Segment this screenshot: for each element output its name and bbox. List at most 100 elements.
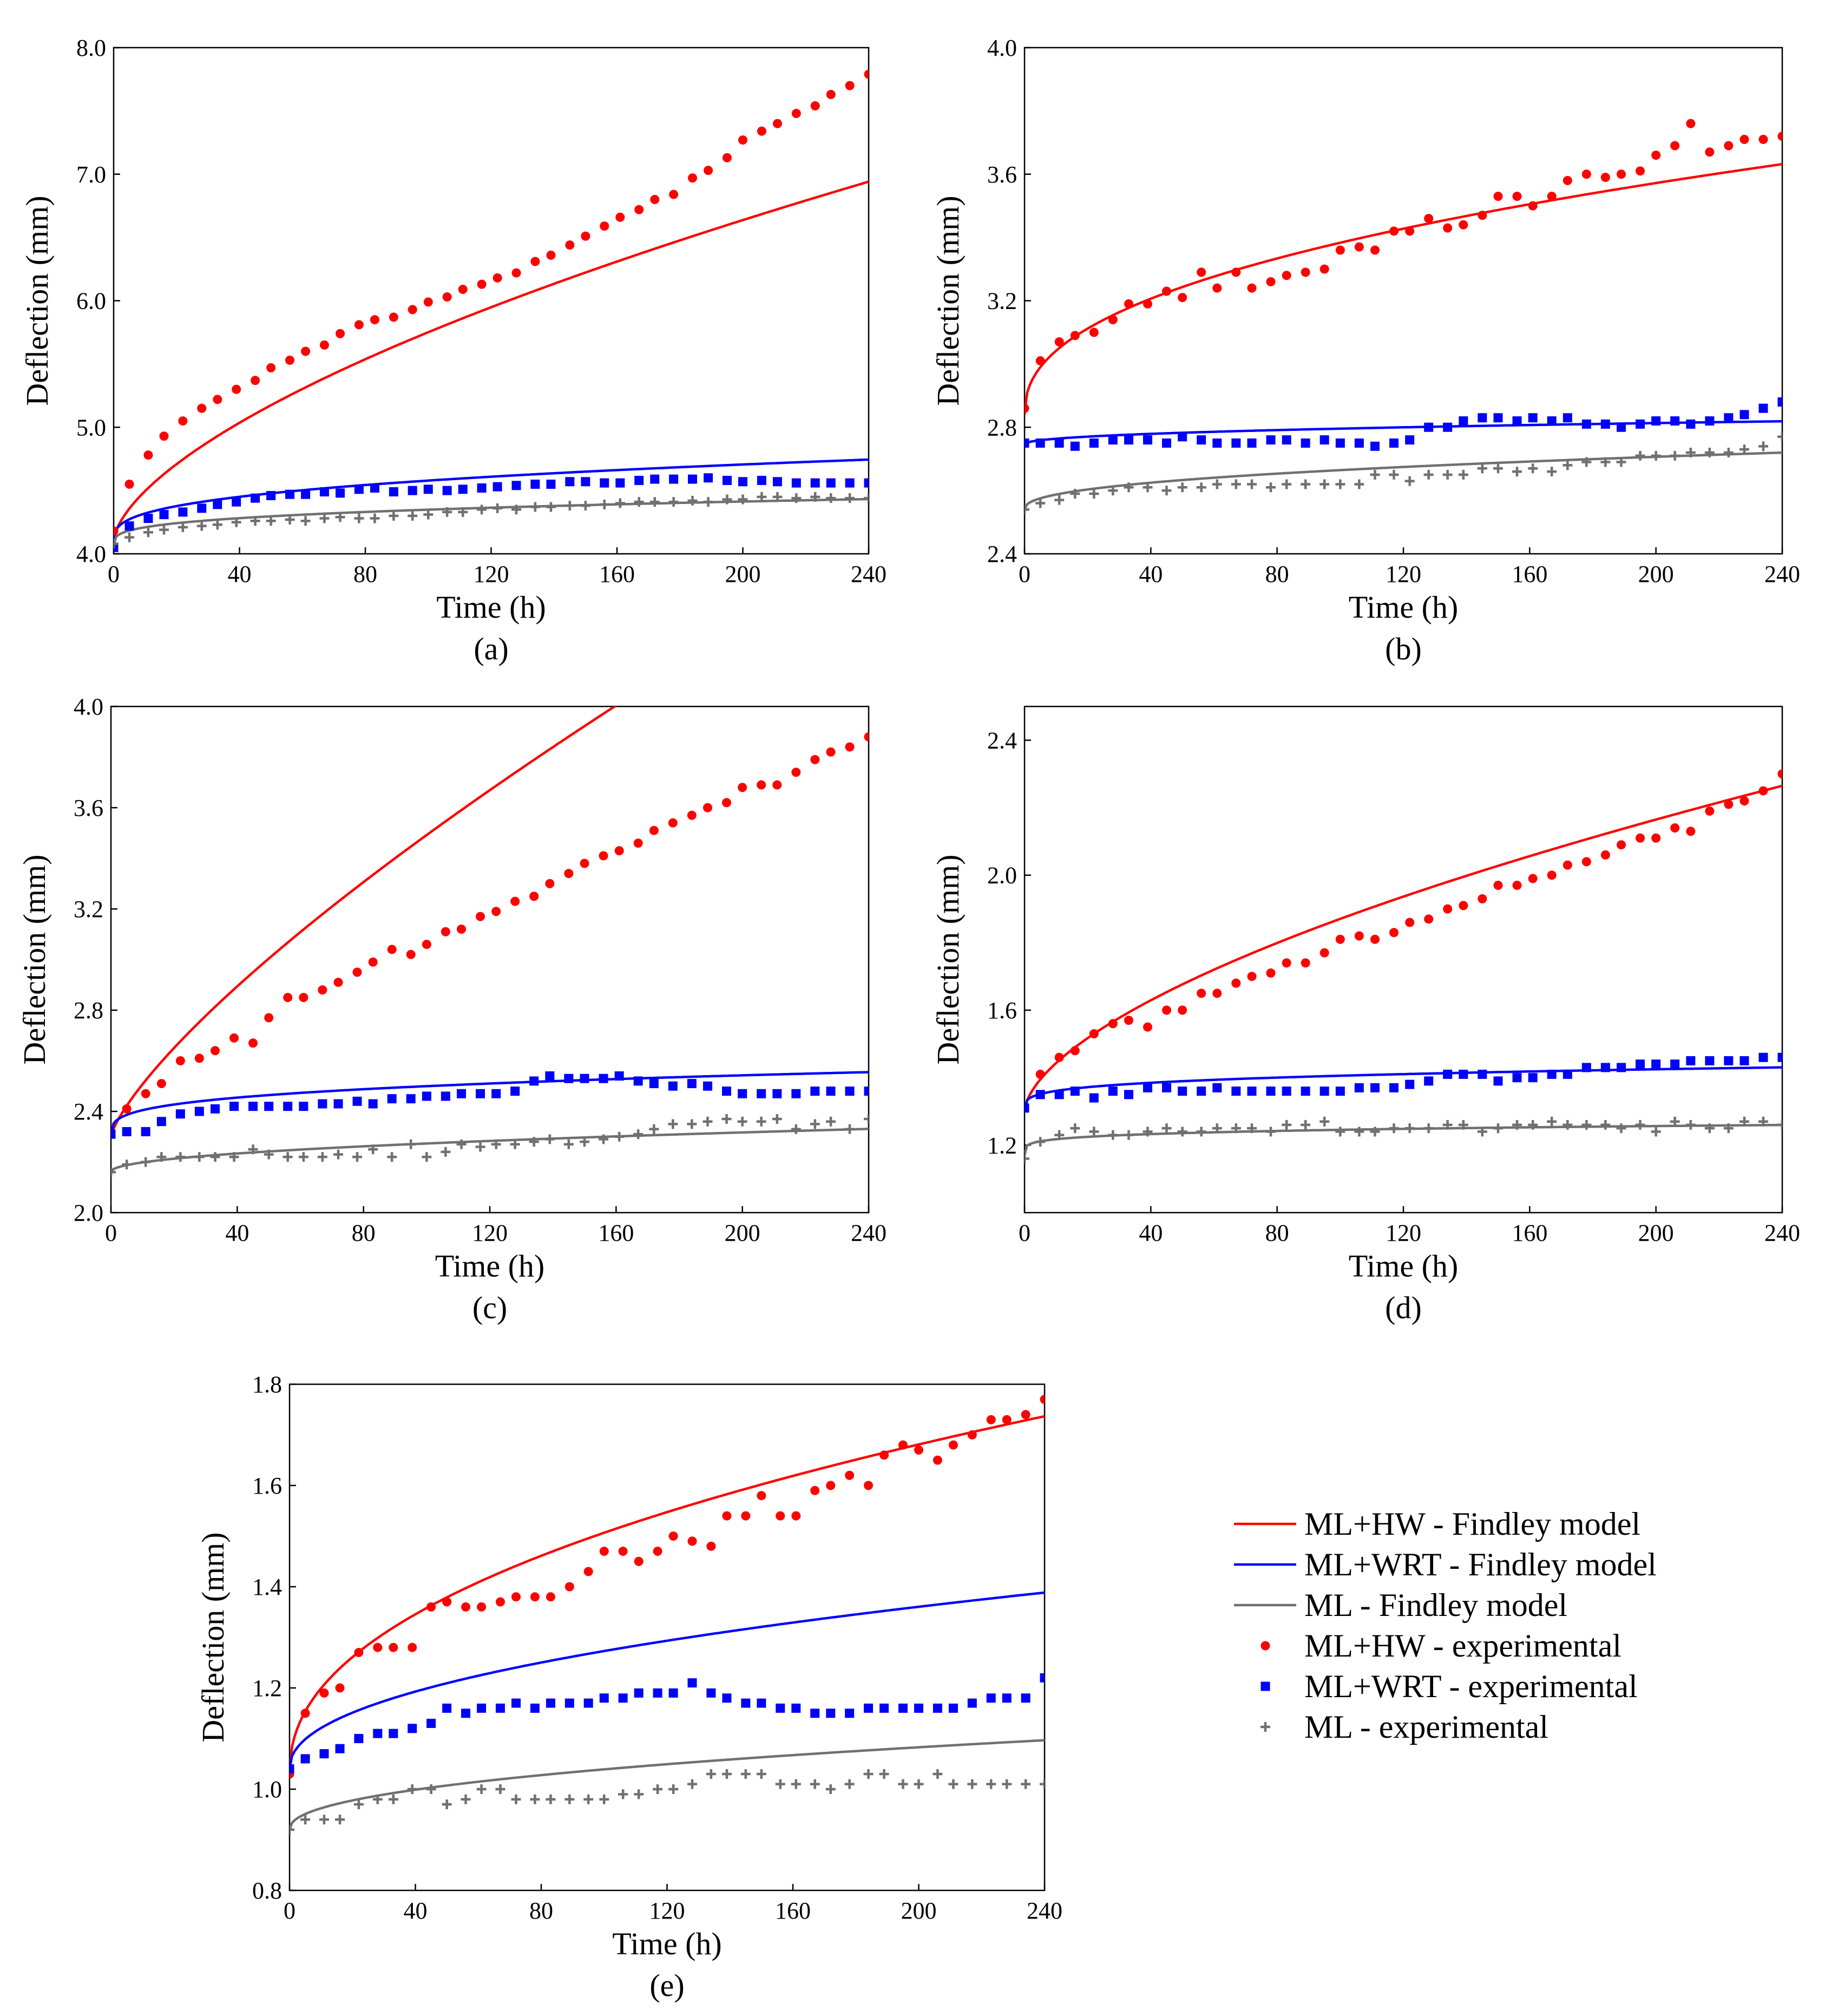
data-point-ml-hw (141, 1089, 150, 1098)
plot-frame (1023, 47, 1783, 555)
y-tick-label: 2.4 (74, 1098, 103, 1125)
data-point-ml-wrt (1651, 416, 1661, 426)
data-point-ml-hw (1493, 880, 1503, 890)
panel-label: (e) (649, 1968, 684, 2003)
data-point-ml (687, 1119, 697, 1129)
data-point-ml-wrt (1758, 403, 1768, 413)
data-point-ml-hw (1493, 192, 1503, 201)
data-point-ml-hw (1124, 1016, 1133, 1025)
data-point-ml (1493, 1123, 1503, 1134)
x-tick-label: 240 (1764, 1220, 1800, 1246)
data-point-ml-wrt (600, 478, 609, 488)
data-point-ml-hw (285, 355, 294, 365)
data-point-ml-hw (1021, 1410, 1030, 1419)
data-point-ml (1212, 479, 1222, 489)
y-tick-label: 2.0 (74, 1200, 103, 1226)
data-point-ml-hw (1035, 1069, 1045, 1079)
data-point-ml-hw (248, 1038, 258, 1048)
data-point-ml-wrt (1528, 413, 1538, 423)
data-point-ml-wrt (493, 482, 502, 492)
data-point-ml-wrt (1739, 410, 1749, 420)
data-point-ml-hw (772, 780, 782, 790)
data-point-ml-wrt (864, 478, 869, 488)
data-point-ml (791, 493, 802, 503)
legend-item: ML+HW - Findley model (1234, 1506, 1640, 1542)
data-point-ml (1723, 1123, 1734, 1134)
data-point-ml-hw (791, 768, 801, 777)
legend-label: ML+HW - Findley model (1304, 1506, 1640, 1542)
data-point-ml-hw (1054, 1052, 1064, 1062)
data-point-ml (111, 1167, 116, 1177)
data-point-ml (1777, 431, 1782, 442)
data-point-ml-hw (649, 826, 659, 835)
data-point-ml-hw (1389, 928, 1399, 938)
data-point-ml (290, 1824, 294, 1835)
data-point-ml (1177, 482, 1187, 493)
legend-item: ML+WRT - Findley model (1234, 1547, 1657, 1582)
data-point-ml (614, 1131, 625, 1142)
data-point-ml (1247, 1123, 1257, 1134)
data-point-ml-wrt (738, 477, 747, 487)
data-point-ml-wrt (1108, 435, 1118, 445)
data-point-ml-hw (1459, 901, 1468, 911)
x-tick-label: 120 (1386, 561, 1421, 587)
data-point-ml-hw (1563, 860, 1572, 870)
data-point-ml-hw (1231, 267, 1241, 277)
data-point-ml-hw (706, 1541, 716, 1551)
data-point-ml-hw (864, 69, 869, 79)
data-point-ml (491, 1139, 501, 1149)
data-point-ml (772, 1114, 782, 1124)
findley-curve-ml-wrt (111, 1071, 869, 1137)
data-point-ml (703, 497, 713, 507)
y-tick-label: 1.4 (252, 1574, 282, 1600)
data-point-ml (791, 1124, 801, 1134)
data-point-ml-wrt (441, 1091, 450, 1101)
data-point-ml-wrt (741, 1698, 751, 1708)
x-tick-label: 200 (725, 561, 761, 587)
data-point-ml-hw (1739, 796, 1749, 806)
data-point-ml-wrt (1389, 438, 1399, 448)
data-point-ml (1616, 457, 1626, 467)
data-point-ml (1335, 479, 1345, 489)
data-point-ml (1512, 1120, 1522, 1130)
data-point-ml-hw (599, 851, 608, 861)
data-point-ml (668, 497, 679, 507)
data-point-ml (368, 1144, 378, 1155)
data-point-ml-wrt (1319, 1086, 1329, 1096)
findley-curve-ml-wrt (290, 1591, 1045, 1770)
data-point-ml (1777, 1120, 1782, 1130)
data-point-ml (1635, 450, 1645, 461)
y-tick-label: 0.8 (252, 1877, 282, 1904)
y-tick-label: 5.0 (76, 414, 106, 441)
data-point-ml (1547, 1116, 1557, 1127)
data-point-ml-hw (1777, 769, 1782, 779)
data-point-ml-hw (423, 297, 433, 307)
data-point-ml-wrt (1617, 422, 1626, 432)
data-point-ml-wrt (1493, 413, 1503, 423)
legend-label: ML - experimental (1304, 1709, 1548, 1745)
data-point-ml-hw (845, 1470, 855, 1480)
data-point-ml (1319, 1116, 1330, 1127)
data-point-ml-wrt (791, 1089, 801, 1098)
data-point-ml-wrt (772, 477, 782, 487)
data-point-ml-hw (738, 783, 747, 793)
data-point-ml-hw (1670, 141, 1680, 150)
data-point-ml (687, 1779, 697, 1789)
data-point-ml (530, 502, 540, 512)
x-tick-label: 40 (225, 1220, 249, 1246)
data-point-ml-hw (318, 985, 327, 995)
legend-label: ML - Findley model (1304, 1587, 1567, 1623)
data-point-ml-wrt (986, 1693, 996, 1703)
data-point-ml (687, 495, 698, 506)
data-point-ml-wrt (791, 1703, 801, 1713)
data-point-ml-hw (1705, 147, 1715, 157)
data-point-ml-hw (1443, 904, 1453, 914)
data-point-ml-hw (1670, 823, 1680, 833)
y-tick-label: 2.0 (987, 862, 1017, 889)
data-point-ml-wrt (545, 1071, 555, 1081)
data-point-ml-wrt (668, 1081, 678, 1091)
data-point-ml-hw (741, 1511, 751, 1521)
data-point-ml (476, 1784, 487, 1794)
data-point-ml (1035, 498, 1046, 508)
